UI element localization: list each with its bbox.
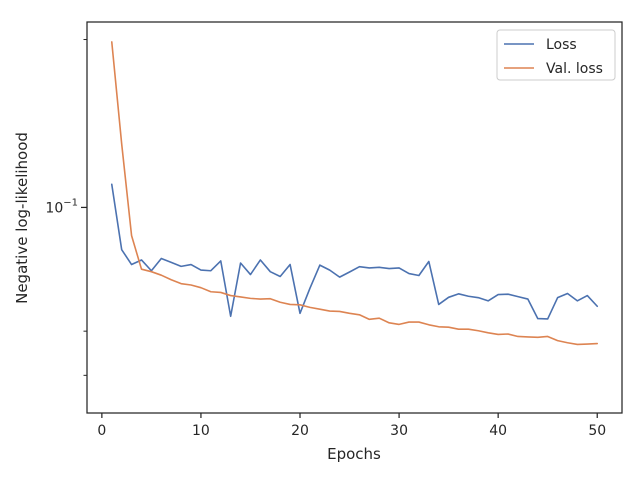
series-line-loss [110, 183, 599, 320]
y-axis: 10−1 [45, 39, 87, 376]
legend-label: Val. loss [546, 61, 603, 77]
y-tick-label: 10−1 [45, 197, 78, 216]
series-lines [110, 41, 599, 346]
legend: Loss Val. loss [496, 29, 616, 81]
x-axis-label: Epochs [327, 445, 381, 463]
x-tick-label: 40 [489, 423, 507, 439]
x-tick-label: 30 [390, 423, 408, 439]
legend-label: Loss [546, 37, 577, 53]
plot-area [86, 21, 623, 414]
x-tick-label: 50 [588, 423, 606, 439]
x-tick-label: 10 [192, 423, 210, 439]
x-tick-label: 0 [97, 423, 106, 439]
y-axis-label: Negative log-likelihood [13, 132, 31, 304]
x-tick-label: 20 [291, 423, 309, 439]
x-axis: 0 10 20 30 40 50 [97, 413, 606, 439]
series-line-val-loss [110, 41, 599, 346]
